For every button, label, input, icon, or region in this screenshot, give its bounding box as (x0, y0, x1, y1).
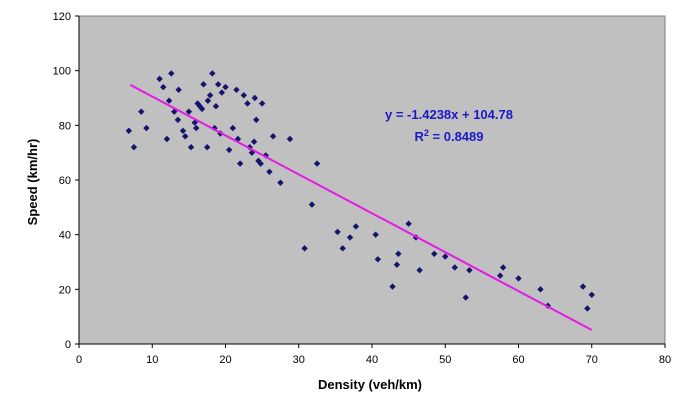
data-point (251, 94, 258, 102)
data-point (229, 124, 237, 132)
plot-area (78, 15, 666, 345)
data-point (175, 86, 182, 93)
data-point (339, 245, 346, 252)
data-point (250, 138, 258, 145)
data-point (372, 231, 379, 238)
data-point (255, 157, 262, 165)
x-tick-label: 40 (366, 354, 378, 366)
y-tick-label: 120 (53, 11, 71, 23)
data-point (225, 146, 233, 154)
x-axis-title: Density (veh/km) (318, 377, 422, 392)
data-point (269, 133, 277, 140)
data-point (466, 267, 473, 274)
data-point (584, 305, 591, 312)
data-point (389, 283, 396, 290)
data-point (416, 267, 423, 274)
trendline-equation: y = -1.4238x + 104.78 (385, 107, 513, 122)
data-point (266, 168, 273, 175)
data-point (198, 105, 206, 113)
y-axis-title: Speed (km/hr) (25, 139, 40, 226)
data-point (163, 135, 171, 143)
data-point (286, 135, 294, 143)
data-point (130, 144, 138, 151)
data-point (579, 283, 587, 290)
y-tick-label: 80 (59, 120, 71, 132)
data-point (222, 83, 229, 91)
y-tick-label: 60 (59, 175, 71, 187)
data-point (588, 291, 595, 298)
data-point (204, 97, 212, 104)
data-point (212, 103, 220, 110)
y-tick-label: 20 (59, 284, 71, 296)
y-tick-label: 100 (53, 66, 71, 78)
x-tick-label: 60 (512, 354, 524, 366)
data-point (257, 160, 264, 167)
data-point (537, 286, 544, 293)
data-point (244, 100, 251, 107)
x-tick-label: 80 (659, 354, 671, 366)
data-point (515, 275, 522, 282)
data-point (203, 144, 211, 151)
data-point (143, 124, 150, 132)
data-point (160, 83, 167, 91)
data-point (240, 92, 248, 99)
r-squared-symbol: R (415, 129, 425, 144)
data-point (233, 86, 240, 93)
data-point (138, 108, 145, 115)
x-tick-label: 0 (76, 354, 82, 366)
x-tick-label: 70 (586, 354, 598, 366)
data-point (442, 253, 449, 260)
data-point (431, 250, 438, 257)
data-point (308, 201, 316, 208)
x-tick-label: 20 (219, 354, 231, 366)
r-squared-label: R2 = 0.8489 (415, 128, 484, 144)
data-point (277, 179, 284, 186)
y-tick-label: 0 (65, 339, 71, 351)
data-point (125, 127, 133, 134)
x-tick-label: 30 (293, 354, 305, 366)
data-point (236, 160, 244, 167)
data-point (313, 160, 321, 167)
data-point (499, 264, 507, 271)
data-point (174, 116, 182, 124)
data-point (193, 124, 200, 132)
data-point (187, 144, 195, 151)
data-point (346, 234, 354, 241)
data-point (334, 228, 341, 236)
data-point (206, 92, 214, 99)
x-tick-label: 10 (146, 354, 158, 366)
data-point (352, 223, 360, 230)
data-point (253, 116, 260, 124)
data-point (395, 250, 402, 257)
trendline (129, 83, 593, 331)
r-squared-value: = 0.8489 (429, 129, 484, 144)
x-tick-label: 50 (439, 354, 451, 366)
data-point (168, 70, 175, 77)
data-point (393, 261, 401, 268)
data-point (214, 81, 222, 88)
data-point (301, 245, 308, 252)
data-point (182, 133, 189, 140)
data-point (462, 294, 469, 301)
y-tick-label: 40 (59, 230, 71, 242)
data-point (156, 75, 163, 83)
data-point (374, 256, 382, 263)
data-point (258, 100, 266, 107)
data-point (179, 127, 187, 134)
data-point (200, 81, 207, 88)
r-squared-superscript: 2 (424, 128, 429, 138)
data-point (218, 89, 226, 96)
data-point (496, 272, 504, 279)
data-point (451, 264, 458, 271)
data-point (209, 70, 216, 77)
data-point (405, 220, 412, 227)
data-point (185, 108, 193, 115)
data-point (165, 97, 173, 104)
